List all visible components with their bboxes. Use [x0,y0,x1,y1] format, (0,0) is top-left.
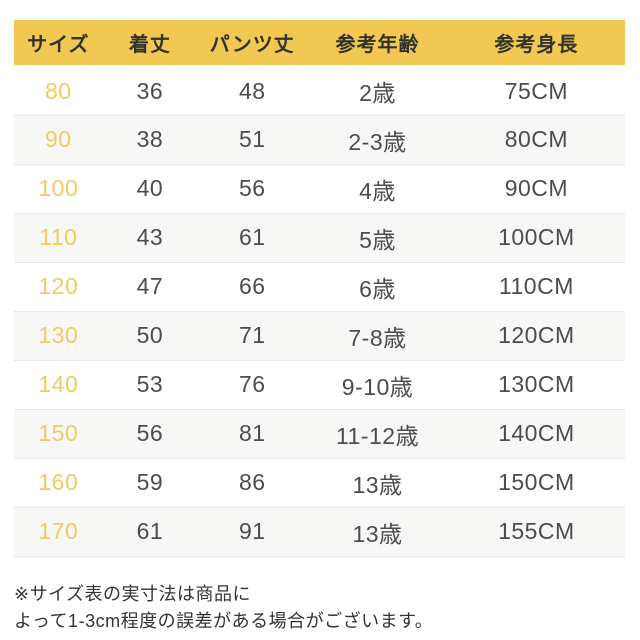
cell-ref-age: 11-12歳 [335,422,420,449]
cell-ref-age: 6歳 [359,275,396,302]
size-note: ※サイズ表の実寸法は商品に よって1-3cm程度の誤差がある場合がございます。 [14,581,625,635]
cell-size: 90 [45,126,72,152]
col-header-pants-length: パンツ丈 [197,20,308,68]
cell-size: 80 [45,77,72,104]
cell-body-length: 50 [136,322,164,348]
table-row: 160 59 86 13歳 150CM [14,458,625,507]
cell-body-length: 43 [136,224,164,250]
table-header-row: サイズ 着丈 パンツ丈 参考年齢 参考身長 [14,20,625,68]
cell-pants-length: 91 [238,518,266,544]
col-header-ref-age: 参考年齢 [307,20,448,68]
cell-ref-age: 2歳 [359,80,396,106]
cell-pants-length: 81 [238,420,266,446]
cell-size: 140 [38,371,79,397]
cell-body-length: 36 [136,77,164,104]
table-row: 80 36 48 2歳 75CM [14,66,625,115]
cell-pants-length: 51 [238,126,266,152]
col-header-ref-height: 参考身長 [447,20,625,68]
cell-ref-height: 90CM [504,175,569,201]
cell-pants-length: 48 [238,77,266,104]
note-line-2: よって1-3cm程度の誤差がある場合がございます。 [14,610,434,631]
table-row: 150 56 81 11-12歳 140CM [14,409,625,458]
cell-body-length: 61 [136,518,164,544]
cell-body-length: 56 [136,420,164,446]
table-row: 90 38 51 2-3歳 80CM [14,115,625,164]
cell-size: 130 [38,322,79,348]
cell-body-length: 47 [136,273,164,299]
cell-ref-height: 130CM [498,371,575,397]
cell-ref-height: 150CM [498,469,575,495]
cell-ref-age: 4歳 [359,177,396,204]
cell-body-length: 59 [136,469,164,495]
cell-size: 110 [39,224,78,250]
cell-ref-age: 13歳 [352,471,403,498]
cell-pants-length: 71 [238,322,266,348]
cell-ref-height: 110CM [498,273,574,299]
cell-ref-age: 5歳 [359,226,396,253]
table-body: 80 36 48 2歳 75CM 90 38 51 2-3歳 80CM 100 … [14,66,625,556]
table-row: 110 43 61 5歳 100CM [14,213,625,262]
table-row: 140 53 76 9-10歳 130CM [14,360,625,409]
cell-ref-age: 2-3歳 [348,128,407,155]
table-row: 100 40 56 4歳 90CM [14,164,625,213]
cell-ref-height: 140CM [498,420,575,446]
cell-ref-height: 120CM [498,322,575,348]
cell-pants-length: 56 [238,175,266,201]
cell-body-length: 40 [136,175,164,201]
cell-body-length: 53 [136,371,164,397]
cell-ref-height: 155CM [498,518,575,544]
cell-ref-height: 80CM [504,126,569,152]
cell-ref-height: 75CM [504,77,569,104]
table-row: 130 50 71 7-8歳 120CM [14,311,625,360]
cell-size: 160 [38,469,79,495]
cell-ref-height: 100CM [498,224,575,250]
cell-pants-length: 76 [238,371,266,397]
cell-size: 100 [38,175,79,201]
table-row: 120 47 66 6歳 110CM [14,262,625,311]
table-row: 170 61 91 13歳 155CM [14,507,625,556]
note-line-1: ※サイズ表の実寸法は商品に [14,583,252,604]
cell-ref-age: 13歳 [352,520,403,547]
col-header-body-length: 着丈 [102,20,198,68]
cell-size: 150 [38,420,79,446]
cell-size: 120 [38,273,79,299]
cell-pants-length: 66 [238,273,266,299]
cell-ref-age: 9-10歳 [341,373,414,400]
cell-pants-length: 61 [238,224,266,250]
cell-pants-length: 86 [238,469,266,495]
cell-ref-age: 7-8歳 [348,324,407,351]
cell-body-length: 38 [136,126,164,152]
col-header-size: サイズ [14,20,103,68]
cell-size: 170 [38,518,79,544]
size-chart-table: サイズ 着丈 パンツ丈 参考年齢 参考身長 80 36 48 2歳 75CM 9… [14,20,625,557]
